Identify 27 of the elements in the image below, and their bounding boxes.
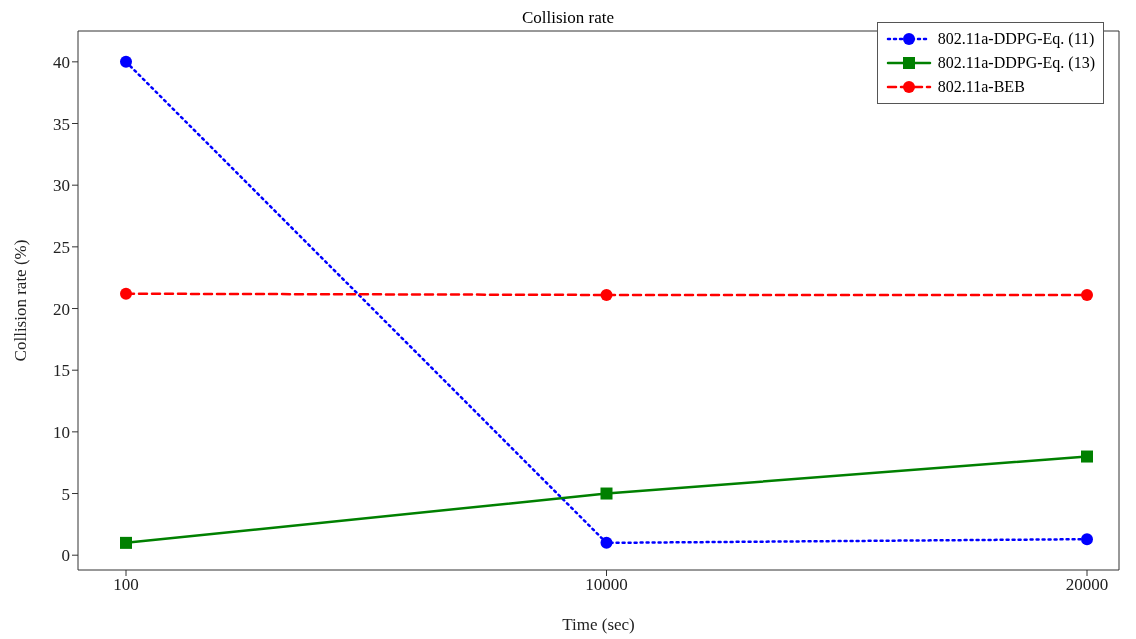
legend-label: 802.11a-BEB [937, 78, 1025, 96]
point [120, 55, 132, 68]
y-tick-label: 5 [61, 484, 70, 504]
y-tick-label: 10 [53, 422, 70, 442]
y-tick-label: 30 [53, 176, 70, 196]
point [600, 487, 613, 500]
point [1081, 450, 1093, 463]
legend-label: 802.11a-DDPG-Eq. (13) [937, 54, 1095, 72]
y-tick-label: 20 [53, 299, 70, 319]
y-tick-label: 35 [53, 114, 70, 134]
legend-label: 802.11a-DDPG-Eq. (11) [937, 30, 1095, 48]
y-tick-label: 40 [53, 52, 70, 72]
x-axis-title: Time (sec) [562, 615, 635, 634]
x-tick-label: 10000 [585, 575, 628, 595]
point [600, 288, 613, 301]
chart-title: Collision rate [520, 8, 616, 29]
point [600, 536, 613, 549]
point [1081, 288, 1093, 301]
y-axis-title: Collision rate (%) [11, 239, 31, 362]
point [120, 536, 132, 549]
x-tick-label: 20000 [1065, 575, 1109, 595]
point [120, 287, 132, 300]
y-tick-label: 15 [53, 361, 70, 381]
point [1081, 533, 1093, 546]
y-tick-label: 25 [53, 237, 70, 257]
x-tick-label: 100 [113, 575, 139, 595]
y-tick-label: 0 [61, 546, 70, 566]
